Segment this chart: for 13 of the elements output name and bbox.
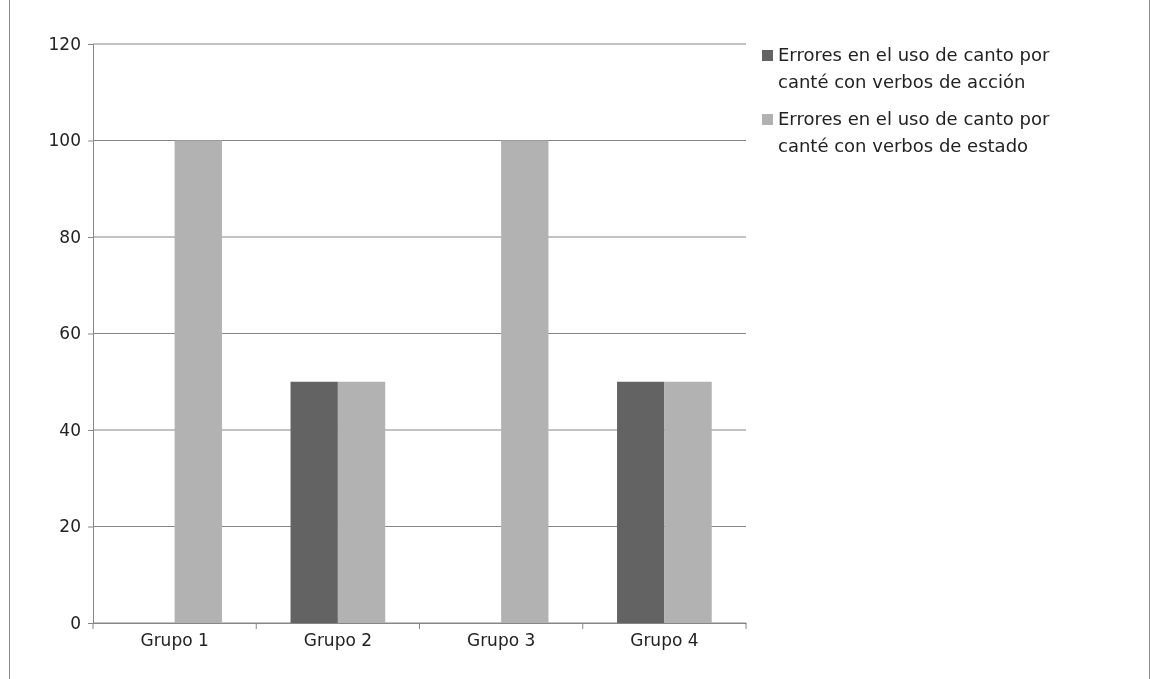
x-tick-label: Grupo 3 xyxy=(466,630,536,651)
y-tick-label: 100 xyxy=(48,130,81,151)
x-tick-label: Grupo 1 xyxy=(140,630,209,651)
x-tick-label: Grupo 2 xyxy=(303,630,373,651)
x-tick-label: Grupo 4 xyxy=(630,630,699,651)
y-tick-label: 0 xyxy=(70,612,81,633)
legend-label: Errores en el uso de canto por canté con verbos de acción xyxy=(778,44,1050,92)
y-tick-label: 60 xyxy=(59,323,81,344)
y-tick-label: 80 xyxy=(59,226,81,247)
y-tick-label: 120 xyxy=(48,33,81,54)
legend-label: Errores en el uso de canto por canté con verbos de estado xyxy=(778,108,1050,156)
y-tick-label: 40 xyxy=(59,419,81,440)
y-tick-label: 20 xyxy=(59,516,81,537)
